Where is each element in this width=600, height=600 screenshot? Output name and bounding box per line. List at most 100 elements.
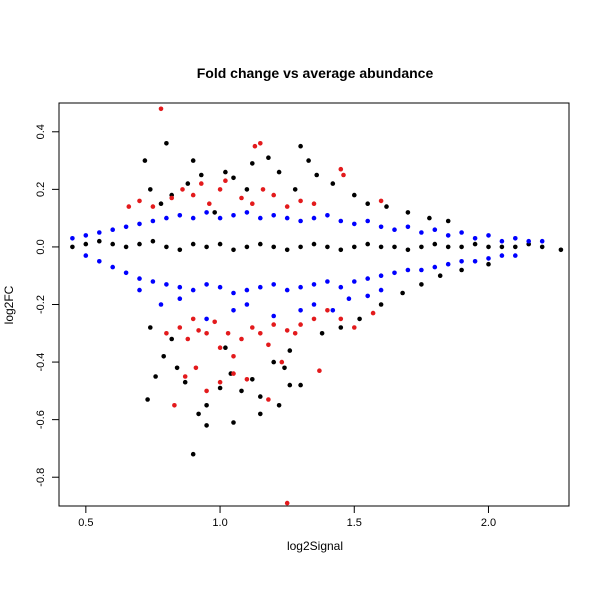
data-point-black (223, 169, 228, 175)
data-point-blue (338, 284, 344, 290)
data-point-black (384, 204, 389, 209)
data-point-blue (392, 227, 397, 232)
data-point-blue (204, 210, 209, 215)
data-point-black (174, 365, 180, 371)
data-point-blue (325, 279, 330, 284)
data-point-red (266, 342, 271, 348)
data-point-black (212, 210, 217, 215)
data-point-black (244, 244, 250, 250)
data-point-red (258, 331, 263, 336)
data-point-blue (472, 236, 478, 241)
data-point-black (392, 244, 397, 250)
data-point-blue (271, 313, 277, 319)
data-point-black (445, 218, 451, 224)
data-point-red (239, 195, 244, 201)
data-point-black (70, 244, 75, 250)
data-point-red (292, 331, 298, 336)
data-point-black (190, 241, 196, 247)
data-point-black (365, 201, 371, 206)
y-tick-label: 0.0 (35, 239, 47, 254)
data-point-blue (419, 230, 424, 235)
y-tick-label: -0.4 (35, 353, 47, 372)
data-point-blue (150, 279, 156, 284)
data-point-red (271, 192, 277, 198)
data-point-black (217, 385, 223, 391)
data-point-black (142, 158, 148, 163)
data-point-blue (432, 264, 438, 270)
data-point-red (311, 201, 317, 206)
data-point-black (182, 379, 188, 385)
data-point-blue (204, 282, 209, 287)
data-point-blue (83, 233, 89, 238)
data-point-black (338, 247, 344, 253)
data-point-blue (137, 276, 142, 281)
data-point-black (271, 359, 277, 365)
y-tick-label: 0.4 (35, 124, 47, 139)
data-point-blue (158, 302, 164, 307)
data-point-red (341, 172, 346, 178)
data-point-black (378, 244, 384, 250)
data-point-red (190, 192, 196, 198)
x-tick-label: 2.0 (481, 517, 496, 529)
data-point-red (338, 166, 344, 172)
y-axis: -0.8 -0.6 -0.4 -0.2 0.0 0.2 0.4 (35, 124, 60, 487)
data-point-black (258, 411, 263, 417)
data-point-black (306, 158, 311, 163)
data-point-blue (177, 284, 183, 290)
data-point-black (357, 316, 362, 322)
x-tick-label: 1.5 (347, 517, 362, 529)
data-point-black (204, 423, 209, 428)
data-point-blue (190, 287, 196, 293)
data-point-blue (459, 259, 464, 264)
data-point-red (317, 368, 322, 374)
data-point-red (137, 198, 142, 204)
data-point-red (182, 374, 188, 379)
data-point-black (445, 244, 451, 250)
data-point-black (325, 244, 330, 250)
data-point-black (137, 241, 142, 247)
data-point-red (169, 195, 174, 201)
data-point-red (260, 187, 266, 192)
data-point-black (83, 241, 89, 247)
data-point-blue (499, 238, 505, 244)
data-point-black (110, 241, 115, 247)
data-point-blue (330, 308, 336, 313)
data-point-black (148, 325, 153, 330)
data-point-black (539, 244, 545, 250)
data-point-blue (110, 264, 115, 270)
data-point-black (258, 394, 263, 399)
data-point-blue (284, 215, 290, 221)
y-tick-label: -0.8 (35, 468, 47, 487)
data-point-red (352, 325, 357, 330)
data-point-red (217, 187, 223, 192)
data-point-black (204, 244, 209, 250)
data-point-black (282, 365, 287, 371)
data-point-blue (298, 218, 303, 224)
data-point-black (258, 241, 263, 247)
data-point-blue (231, 290, 236, 296)
y-tick-label: 0.2 (35, 182, 47, 197)
data-point-black (169, 336, 174, 342)
chart-title: Fold change vs average abundance (197, 65, 434, 81)
data-point-black (486, 244, 491, 250)
data-point-red (185, 336, 191, 342)
data-point-black (145, 397, 150, 402)
data-point-red (193, 365, 199, 371)
data-point-black (123, 244, 129, 250)
data-point-black (419, 282, 424, 287)
data-point-blue (217, 284, 223, 290)
data-point-black (338, 325, 344, 330)
data-point-black (223, 345, 228, 351)
data-point-blue (346, 296, 352, 302)
data-point-black (164, 244, 169, 250)
data-point-black (405, 210, 411, 215)
data-point-blue (445, 261, 451, 267)
data-point-red (279, 359, 285, 365)
data-point-blue (123, 270, 129, 276)
data-point-blue (271, 282, 277, 287)
data-point-black (432, 241, 438, 247)
data-point-black (161, 354, 166, 359)
data-point-red (180, 187, 185, 192)
data-point-red (177, 325, 183, 330)
